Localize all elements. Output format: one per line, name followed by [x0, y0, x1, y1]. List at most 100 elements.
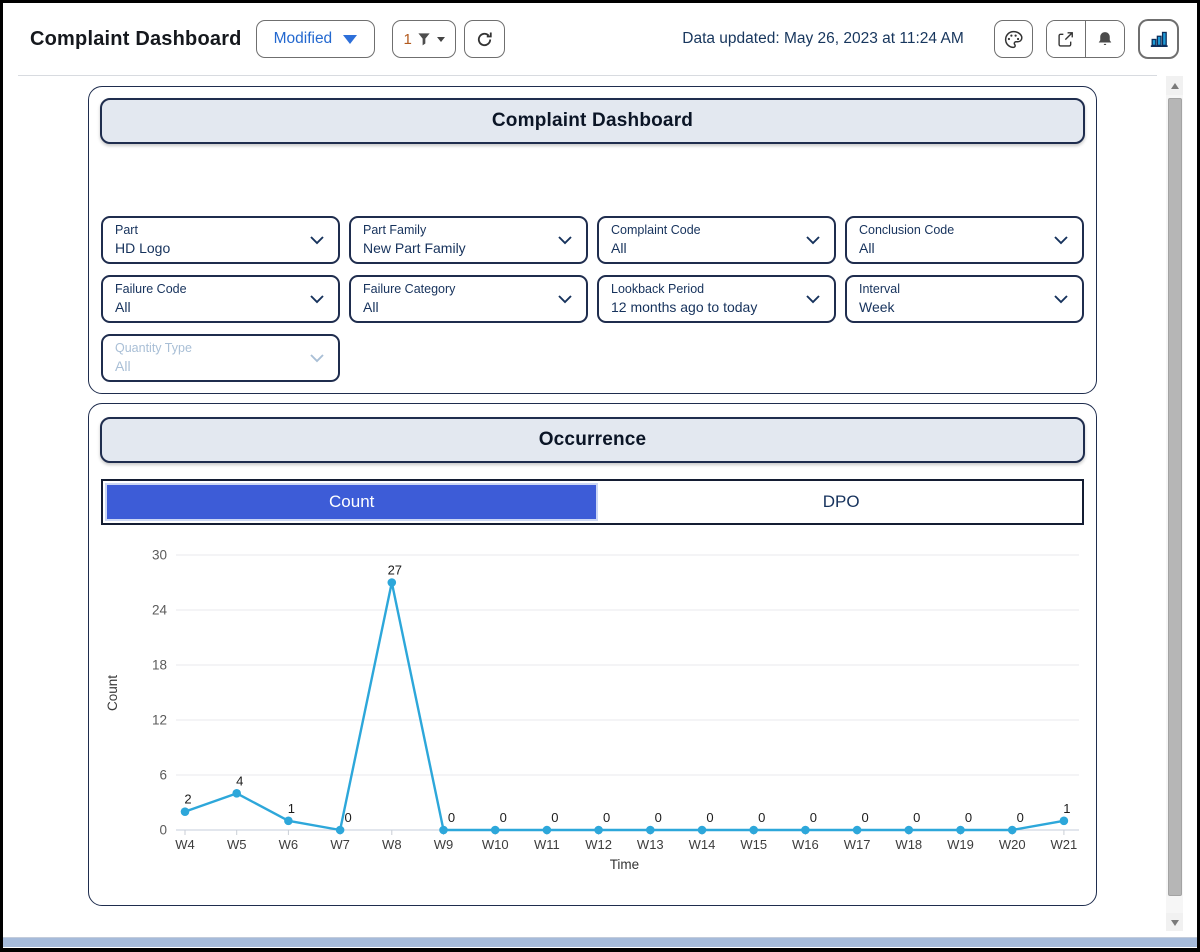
filter-button[interactable]: 1	[392, 20, 456, 58]
svg-text:1: 1	[288, 801, 295, 816]
svg-text:1: 1	[1063, 801, 1070, 816]
chevron-down-icon	[804, 231, 822, 249]
data-updated-text: Data updated: May 26, 2023 at 11:24 AM	[682, 30, 964, 48]
dropdown-value: All	[611, 239, 798, 259]
svg-text:W7: W7	[330, 837, 350, 852]
scroll-down-button[interactable]	[1166, 913, 1183, 932]
svg-text:W5: W5	[227, 837, 247, 852]
svg-text:0: 0	[448, 810, 455, 825]
toolbar-right-group	[994, 19, 1180, 59]
svg-text:30: 30	[152, 548, 167, 563]
share-notify-group	[1046, 20, 1126, 58]
svg-text:6: 6	[159, 768, 167, 783]
svg-text:0: 0	[655, 810, 662, 825]
chart-view-button[interactable]	[1138, 19, 1179, 59]
dropdown-text: Complaint CodeAll	[611, 221, 798, 259]
dropdown-value: HD Logo	[115, 239, 302, 259]
dropdown-value: All	[115, 357, 302, 377]
dropdown-label: Failure Code	[115, 280, 302, 298]
refresh-icon	[475, 30, 494, 49]
dropdown-label: Interval	[859, 280, 1046, 298]
svg-text:0: 0	[551, 810, 558, 825]
dropdown-value: All	[859, 239, 1046, 259]
filters-panel-title: Complaint Dashboard	[492, 110, 693, 132]
svg-text:W18: W18	[895, 837, 922, 852]
svg-text:2: 2	[184, 792, 191, 807]
filter-dropdown-failure-category[interactable]: Failure CategoryAll	[349, 275, 588, 323]
svg-text:0: 0	[706, 810, 713, 825]
dropdown-label: Conclusion Code	[859, 221, 1046, 239]
filter-dropdown-failure-code[interactable]: Failure CodeAll	[101, 275, 340, 323]
dropdown-text: PartHD Logo	[115, 221, 302, 259]
page-title: Complaint Dashboard	[30, 28, 242, 51]
svg-text:W4: W4	[175, 837, 195, 852]
tab-dpo[interactable]: DPO	[600, 481, 1082, 523]
svg-text:W17: W17	[844, 837, 871, 852]
svg-text:W13: W13	[637, 837, 664, 852]
modified-dropdown-button[interactable]: Modified	[256, 20, 376, 58]
chevron-down-icon	[1052, 290, 1070, 308]
theme-button[interactable]	[994, 20, 1033, 58]
dropdown-label: Part Family	[363, 221, 550, 239]
share-button[interactable]	[1047, 21, 1085, 57]
svg-text:0: 0	[913, 810, 920, 825]
occurrence-panel-header: Occurrence	[100, 417, 1085, 463]
caret-down-icon	[437, 37, 445, 42]
chevron-down-icon	[308, 290, 326, 308]
horizontal-scrollbar[interactable]	[3, 937, 1197, 947]
svg-text:27: 27	[388, 563, 402, 578]
chevron-down-icon	[556, 290, 574, 308]
toolbar: Complaint Dashboard Modified 1 Data upda…	[3, 3, 1197, 75]
tab-label: DPO	[823, 492, 860, 512]
dropdown-value: All	[363, 298, 550, 318]
app-window: Complaint Dashboard Modified 1 Data upda…	[0, 0, 1200, 952]
chevron-down-icon	[1052, 231, 1070, 249]
svg-text:12: 12	[152, 713, 167, 728]
svg-text:W15: W15	[740, 837, 767, 852]
filters-grid: PartHD Logo Part FamilyNew Part Family Com…	[101, 216, 1084, 382]
modified-caret-icon	[343, 35, 357, 44]
svg-text:W10: W10	[482, 837, 509, 852]
svg-text:24: 24	[152, 603, 168, 618]
notifications-button[interactable]	[1086, 21, 1124, 57]
svg-text:W12: W12	[585, 837, 612, 852]
filter-dropdown-part[interactable]: PartHD Logo	[101, 216, 340, 264]
svg-text:0: 0	[965, 810, 972, 825]
dashboard-scroll-area: Complaint Dashboard PartHD Logo Part Fami…	[3, 76, 1197, 931]
filter-dropdown-part-family[interactable]: Part FamilyNew Part Family	[349, 216, 588, 264]
filter-funnel-icon	[417, 32, 432, 47]
dropdown-text: Failure CodeAll	[115, 280, 302, 318]
dropdown-value: Week	[859, 298, 1046, 318]
palette-icon	[1003, 29, 1024, 50]
vertical-scrollbar[interactable]	[1166, 76, 1183, 932]
filter-dropdown-interval[interactable]: IntervalWeek	[845, 275, 1084, 323]
dropdown-text: IntervalWeek	[859, 280, 1046, 318]
filters-panel-header: Complaint Dashboard	[100, 98, 1085, 144]
occurrence-tabbar: Count DPO	[101, 479, 1084, 525]
dropdown-text: Conclusion CodeAll	[859, 221, 1046, 259]
dropdown-value: 12 months ago to today	[611, 298, 798, 318]
svg-text:0: 0	[758, 810, 765, 825]
tab-count[interactable]: Count	[105, 483, 598, 521]
occurrence-panel: Occurrence CountDPO 0612182430CountW4W5W…	[88, 403, 1097, 906]
dropdown-value: New Part Family	[363, 239, 550, 259]
filter-dropdown-lookback-period[interactable]: Lookback Period12 months ago to today	[597, 275, 836, 323]
svg-text:0: 0	[500, 810, 507, 825]
svg-text:0: 0	[344, 810, 351, 825]
svg-text:W14: W14	[689, 837, 716, 852]
scrollbar-thumb[interactable]	[1168, 98, 1182, 896]
scroll-up-icon	[1171, 83, 1179, 89]
svg-text:W9: W9	[434, 837, 454, 852]
scroll-up-button[interactable]	[1166, 76, 1183, 95]
chevron-down-icon	[556, 231, 574, 249]
filter-dropdown-complaint-code[interactable]: Complaint CodeAll	[597, 216, 836, 264]
svg-text:W16: W16	[792, 837, 819, 852]
dropdown-label: Lookback Period	[611, 280, 798, 298]
dropdown-text: Quantity TypeAll	[115, 339, 302, 377]
chevron-down-icon	[308, 349, 326, 367]
refresh-button[interactable]	[464, 20, 505, 58]
svg-text:W19: W19	[947, 837, 974, 852]
svg-text:0: 0	[810, 810, 817, 825]
filter-dropdown-conclusion-code[interactable]: Conclusion CodeAll	[845, 216, 1084, 264]
svg-text:W21: W21	[1051, 837, 1078, 852]
